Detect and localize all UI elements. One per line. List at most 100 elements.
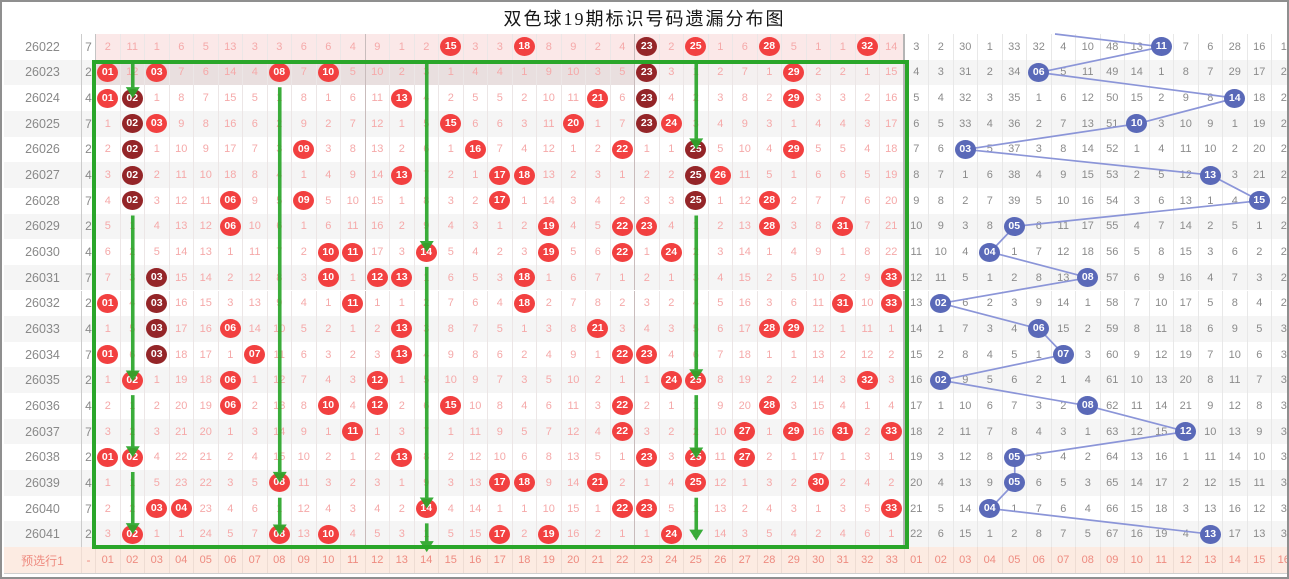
red-number-header-13[interactable]: 13 (390, 547, 415, 573)
blue-ball: 07 (1052, 345, 1074, 365)
red-omission-cell: 1 (684, 213, 709, 240)
red-number-header-14[interactable]: 14 (414, 547, 439, 573)
blue-number-header-12[interactable]: 12 (1174, 547, 1199, 573)
blue-number-header-13[interactable]: 13 (1198, 547, 1223, 573)
red-number-header-20[interactable]: 20 (561, 547, 586, 573)
red-omission-cell: 3 (635, 418, 660, 445)
blue-omission-cell: 3 (1051, 418, 1076, 445)
red-omission-cell: 5 (267, 187, 292, 214)
red-number-header-32[interactable]: 32 (855, 547, 880, 573)
blue-omission-cell: 3 (1272, 418, 1287, 445)
red-omission-cell: 4 (782, 239, 807, 265)
blue-omission-cell: 33 (953, 110, 978, 137)
blue-number-header-05[interactable]: 05 (1002, 547, 1027, 573)
period-label: 26041 (4, 521, 82, 547)
red-omission-cell: 23 (635, 85, 660, 111)
red-number-header-01[interactable]: 01 (96, 547, 121, 573)
red-omission-cell: 8 (537, 444, 562, 471)
red-omission-cell: 25 (684, 136, 709, 163)
red-omission-cell: 06 (218, 367, 243, 394)
blue-number-header-01[interactable]: 01 (904, 547, 929, 573)
red-number-header-05[interactable]: 05 (194, 547, 219, 573)
red-omission-cell: 15 (169, 264, 194, 291)
blue-number-header-14[interactable]: 14 (1223, 547, 1248, 573)
red-omission-cell: 7 (414, 162, 439, 188)
red-omission-cell: 5 (439, 521, 464, 547)
blue-number-header-02[interactable]: 02 (929, 547, 954, 573)
red-ball: 14 (415, 242, 437, 262)
blue-number-header-10[interactable]: 10 (1125, 547, 1150, 573)
red-omission-cell: 11 (341, 418, 366, 445)
blue-ball: 10 (1126, 114, 1148, 134)
red-number-header-22[interactable]: 22 (610, 547, 635, 573)
dark-red-ball: 02 (121, 165, 143, 185)
red-omission-cell: 9 (708, 393, 733, 419)
blue-omission-cell: 12 (904, 264, 929, 291)
red-number-header-28[interactable]: 28 (757, 547, 782, 573)
blue-number-header-09[interactable]: 09 (1100, 547, 1125, 573)
red-number-header-12[interactable]: 12 (365, 547, 390, 573)
red-omission-cell: 14 (537, 187, 562, 214)
red-number-header-24[interactable]: 24 (659, 547, 684, 573)
red-omission-cell: 2 (684, 239, 709, 265)
red-number-header-17[interactable]: 17 (488, 547, 513, 573)
blue-number-header-04[interactable]: 04 (978, 547, 1003, 573)
red-number-header-09[interactable]: 09 (292, 547, 317, 573)
red-number-header-31[interactable]: 31 (831, 547, 856, 573)
red-number-header-16[interactable]: 16 (463, 547, 488, 573)
red-omission-cell: 29 (782, 316, 807, 342)
red-number-header-30[interactable]: 30 (806, 547, 831, 573)
blue-number-header-03[interactable]: 03 (953, 547, 978, 573)
red-number-header-11[interactable]: 11 (341, 547, 366, 573)
blue-omission-cell: 11 (953, 418, 978, 445)
blue-omission-cell: 7 (1027, 495, 1052, 522)
red-number-header-18[interactable]: 18 (512, 547, 537, 573)
red-omission-cell: 5 (292, 316, 317, 342)
red-number-header-33[interactable]: 33 (880, 547, 905, 573)
red-omission-cell: 1 (782, 162, 807, 188)
blue-omission-cell: 32 (1027, 34, 1052, 60)
blue-number-header-07[interactable]: 07 (1051, 547, 1076, 573)
red-number-header-06[interactable]: 06 (218, 547, 243, 573)
red-number-header-23[interactable]: 23 (635, 547, 660, 573)
red-number-header-21[interactable]: 21 (586, 547, 611, 573)
red-number-header-15[interactable]: 15 (439, 547, 464, 573)
weekday-value: 7 (82, 264, 96, 291)
red-number-header-07[interactable]: 07 (243, 547, 268, 573)
blue-number-header-11[interactable]: 11 (1149, 547, 1174, 573)
red-omission-cell: 29 (782, 85, 807, 111)
red-omission-cell: 2 (218, 444, 243, 471)
red-omission-cell: 2 (292, 239, 317, 265)
blue-number-header-15[interactable]: 15 (1247, 547, 1272, 573)
red-omission-cell: 3 (145, 418, 170, 445)
blue-omission-cell: 18 (1149, 495, 1174, 522)
blue-omission-cell: 56 (1100, 239, 1125, 265)
red-number-header-08[interactable]: 08 (267, 547, 292, 573)
blue-number-header-16[interactable]: 16 (1272, 547, 1287, 573)
red-omission-cell: 03 (145, 316, 170, 342)
blue-omission-cell: 36 (1002, 110, 1027, 137)
red-omission-cell: 1 (341, 316, 366, 342)
red-number-header-25[interactable]: 25 (684, 547, 709, 573)
red-omission-cell: 14 (218, 59, 243, 86)
blue-number-header-08[interactable]: 08 (1076, 547, 1101, 573)
red-omission-cell: 5 (439, 239, 464, 265)
chart-row-26023: 26023 2 01 12 03 7 6 14 4 08 7 10 5 10 2 3 1 4 4 1 9 10 3 5 23 3 1… (4, 59, 1287, 86)
red-omission-cell: 2 (610, 290, 635, 317)
red-omission-cell: 12 (243, 264, 268, 291)
red-omission-cell: 23 (169, 470, 194, 496)
red-ball: 29 (783, 422, 805, 442)
red-number-header-10[interactable]: 10 (316, 547, 341, 573)
red-ball: 13 (391, 345, 413, 365)
blue-number-header-06[interactable]: 06 (1027, 547, 1052, 573)
red-number-header-04[interactable]: 04 (169, 547, 194, 573)
red-number-header-03[interactable]: 03 (145, 547, 170, 573)
red-number-header-26[interactable]: 26 (708, 547, 733, 573)
red-ball: 33 (880, 293, 902, 313)
red-number-header-27[interactable]: 27 (733, 547, 758, 573)
red-number-header-19[interactable]: 19 (537, 547, 562, 573)
red-number-header-29[interactable]: 29 (782, 547, 807, 573)
red-number-header-02[interactable]: 02 (120, 547, 145, 573)
blue-omission-cell: 2 (1002, 264, 1027, 291)
red-omission-cell: 16 (806, 418, 831, 445)
